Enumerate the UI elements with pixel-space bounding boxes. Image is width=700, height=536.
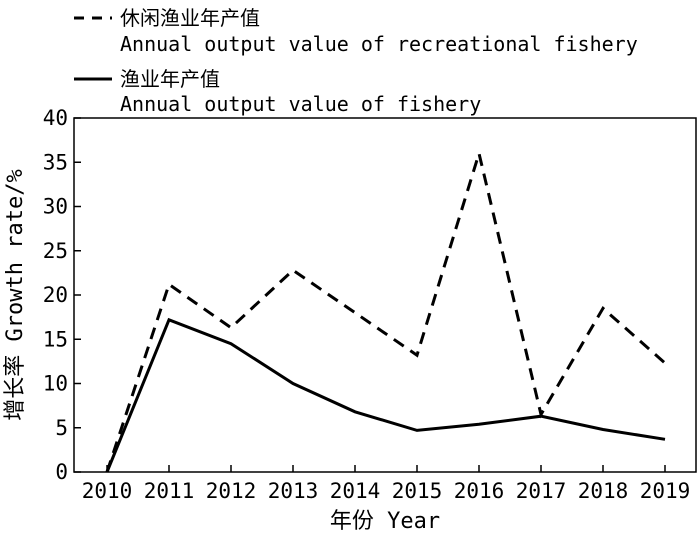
y-tick-label-35: 35 xyxy=(43,150,68,174)
y-tick-label-0: 0 xyxy=(55,460,68,484)
x-tick-label-2011: 2011 xyxy=(144,479,195,503)
legend-label-fishery-en: Annual output value of fishery xyxy=(120,92,481,116)
y-axis-title: 增长率 Growth rate/% xyxy=(3,169,28,420)
y-tick-label-15: 15 xyxy=(43,327,68,351)
y-tick-label-40: 40 xyxy=(43,106,68,130)
x-tick-label-2014: 2014 xyxy=(330,479,381,503)
x-tick-label-2016: 2016 xyxy=(454,479,505,503)
series-line-fishery xyxy=(105,317,666,473)
x-tick-label-2013: 2013 xyxy=(268,479,319,503)
y-tick-label-25: 25 xyxy=(43,239,68,263)
x-tick-label-2018: 2018 xyxy=(578,479,629,503)
series-line-recreational-fishery xyxy=(105,147,666,473)
y-tick-label-10: 10 xyxy=(43,372,68,396)
y-tick-label-20: 20 xyxy=(43,283,68,307)
y-tick-label-5: 5 xyxy=(55,416,68,440)
x-axis: 2010 2011 2012 2013 2014 2015 2016 2017 2018 2019 xyxy=(82,465,691,503)
legend-label-recreational-en: Annual output value of recreational fish… xyxy=(120,32,638,56)
legend-label-recreational-cn: 休闲渔业年产值 xyxy=(120,6,260,30)
legend-label-fishery-cn: 渔业年产值 xyxy=(120,67,220,91)
legend: 休闲渔业年产值 Annual output value of recreatio… xyxy=(74,6,638,116)
y-axis: 0 5 10 15 20 25 30 35 40 xyxy=(43,106,81,484)
x-axis-title: 年份 Year xyxy=(330,509,440,534)
x-tick-label-2019: 2019 xyxy=(640,479,691,503)
series-layer xyxy=(105,147,666,473)
x-tick-label-2010: 2010 xyxy=(82,479,133,503)
y-tick-label-30: 30 xyxy=(43,195,68,219)
x-tick-label-2015: 2015 xyxy=(392,479,443,503)
x-tick-label-2012: 2012 xyxy=(206,479,257,503)
x-tick-label-2017: 2017 xyxy=(516,479,567,503)
plot-frame xyxy=(73,117,697,473)
